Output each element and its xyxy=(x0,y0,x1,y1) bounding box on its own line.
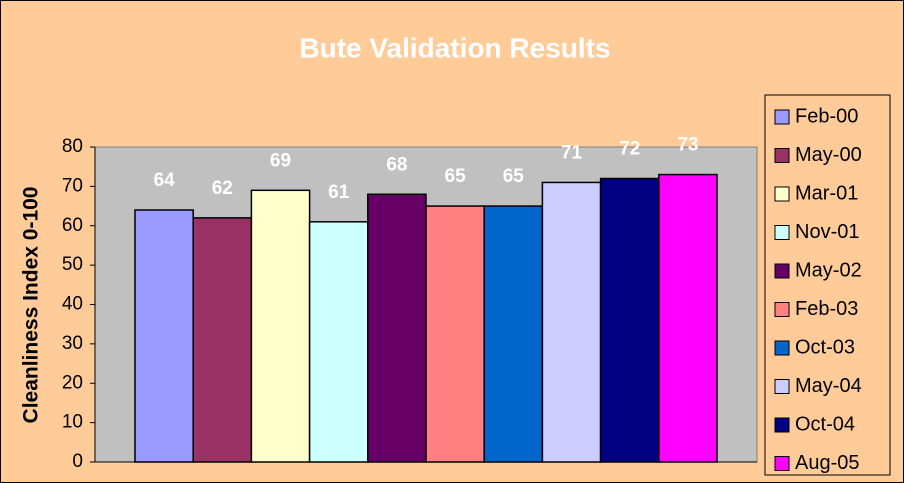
bar xyxy=(134,209,194,463)
legend-swatch xyxy=(774,148,790,163)
legend-swatch xyxy=(774,456,790,471)
y-tick-label: 60 xyxy=(62,215,83,236)
legend-swatch xyxy=(774,417,790,433)
legend-swatch xyxy=(774,340,790,356)
y-tick-label: 30 xyxy=(62,333,83,354)
data-label: 73 xyxy=(677,135,698,156)
y-tick-label: 0 xyxy=(72,451,83,472)
y-tick-label: 80 xyxy=(62,136,83,157)
bar xyxy=(192,217,253,463)
legend-label: Feb-00 xyxy=(795,105,858,127)
bar xyxy=(367,193,427,463)
legend-label: Oct-04 xyxy=(795,413,855,435)
legend-swatch xyxy=(774,263,790,279)
y-tick-label: 70 xyxy=(62,175,83,196)
bar xyxy=(483,205,544,463)
legend-swatch xyxy=(774,379,790,394)
data-label: 64 xyxy=(154,170,176,191)
legend-swatch xyxy=(774,225,790,240)
legend-label: May-04 xyxy=(795,375,862,397)
y-tick-label: 40 xyxy=(62,294,83,315)
data-label: 71 xyxy=(561,142,583,163)
y-tick-label: 50 xyxy=(62,254,83,275)
data-label: 65 xyxy=(503,166,525,187)
y-tick-label: 10 xyxy=(62,412,83,433)
data-label: 68 xyxy=(386,154,407,175)
bar xyxy=(250,189,311,463)
data-label: 72 xyxy=(619,139,640,160)
bar xyxy=(599,177,660,463)
legend-swatch xyxy=(774,109,790,125)
legend-label: May-02 xyxy=(795,259,862,281)
legend-label: Feb-03 xyxy=(795,298,858,320)
chart-title: Bute Validation Results xyxy=(299,32,610,63)
y-tick-label: 20 xyxy=(62,372,83,393)
data-label: 65 xyxy=(445,166,467,187)
legend-swatch xyxy=(774,186,790,202)
legend-label: Nov-01 xyxy=(795,221,859,243)
bar xyxy=(425,205,485,463)
bar xyxy=(658,173,718,463)
legend-label: May-00 xyxy=(795,144,862,166)
legend-label: Aug-05 xyxy=(795,452,860,474)
legend-label: Oct-03 xyxy=(795,336,855,358)
bar xyxy=(308,221,369,463)
data-label: 62 xyxy=(212,178,233,199)
data-label: 69 xyxy=(270,150,291,171)
legend-label: Mar-01 xyxy=(795,182,858,204)
data-label: 61 xyxy=(328,182,350,203)
bar xyxy=(541,181,602,463)
legend-swatch xyxy=(774,302,790,317)
y-axis-label: Cleanliness Index 0-100 xyxy=(20,187,43,424)
